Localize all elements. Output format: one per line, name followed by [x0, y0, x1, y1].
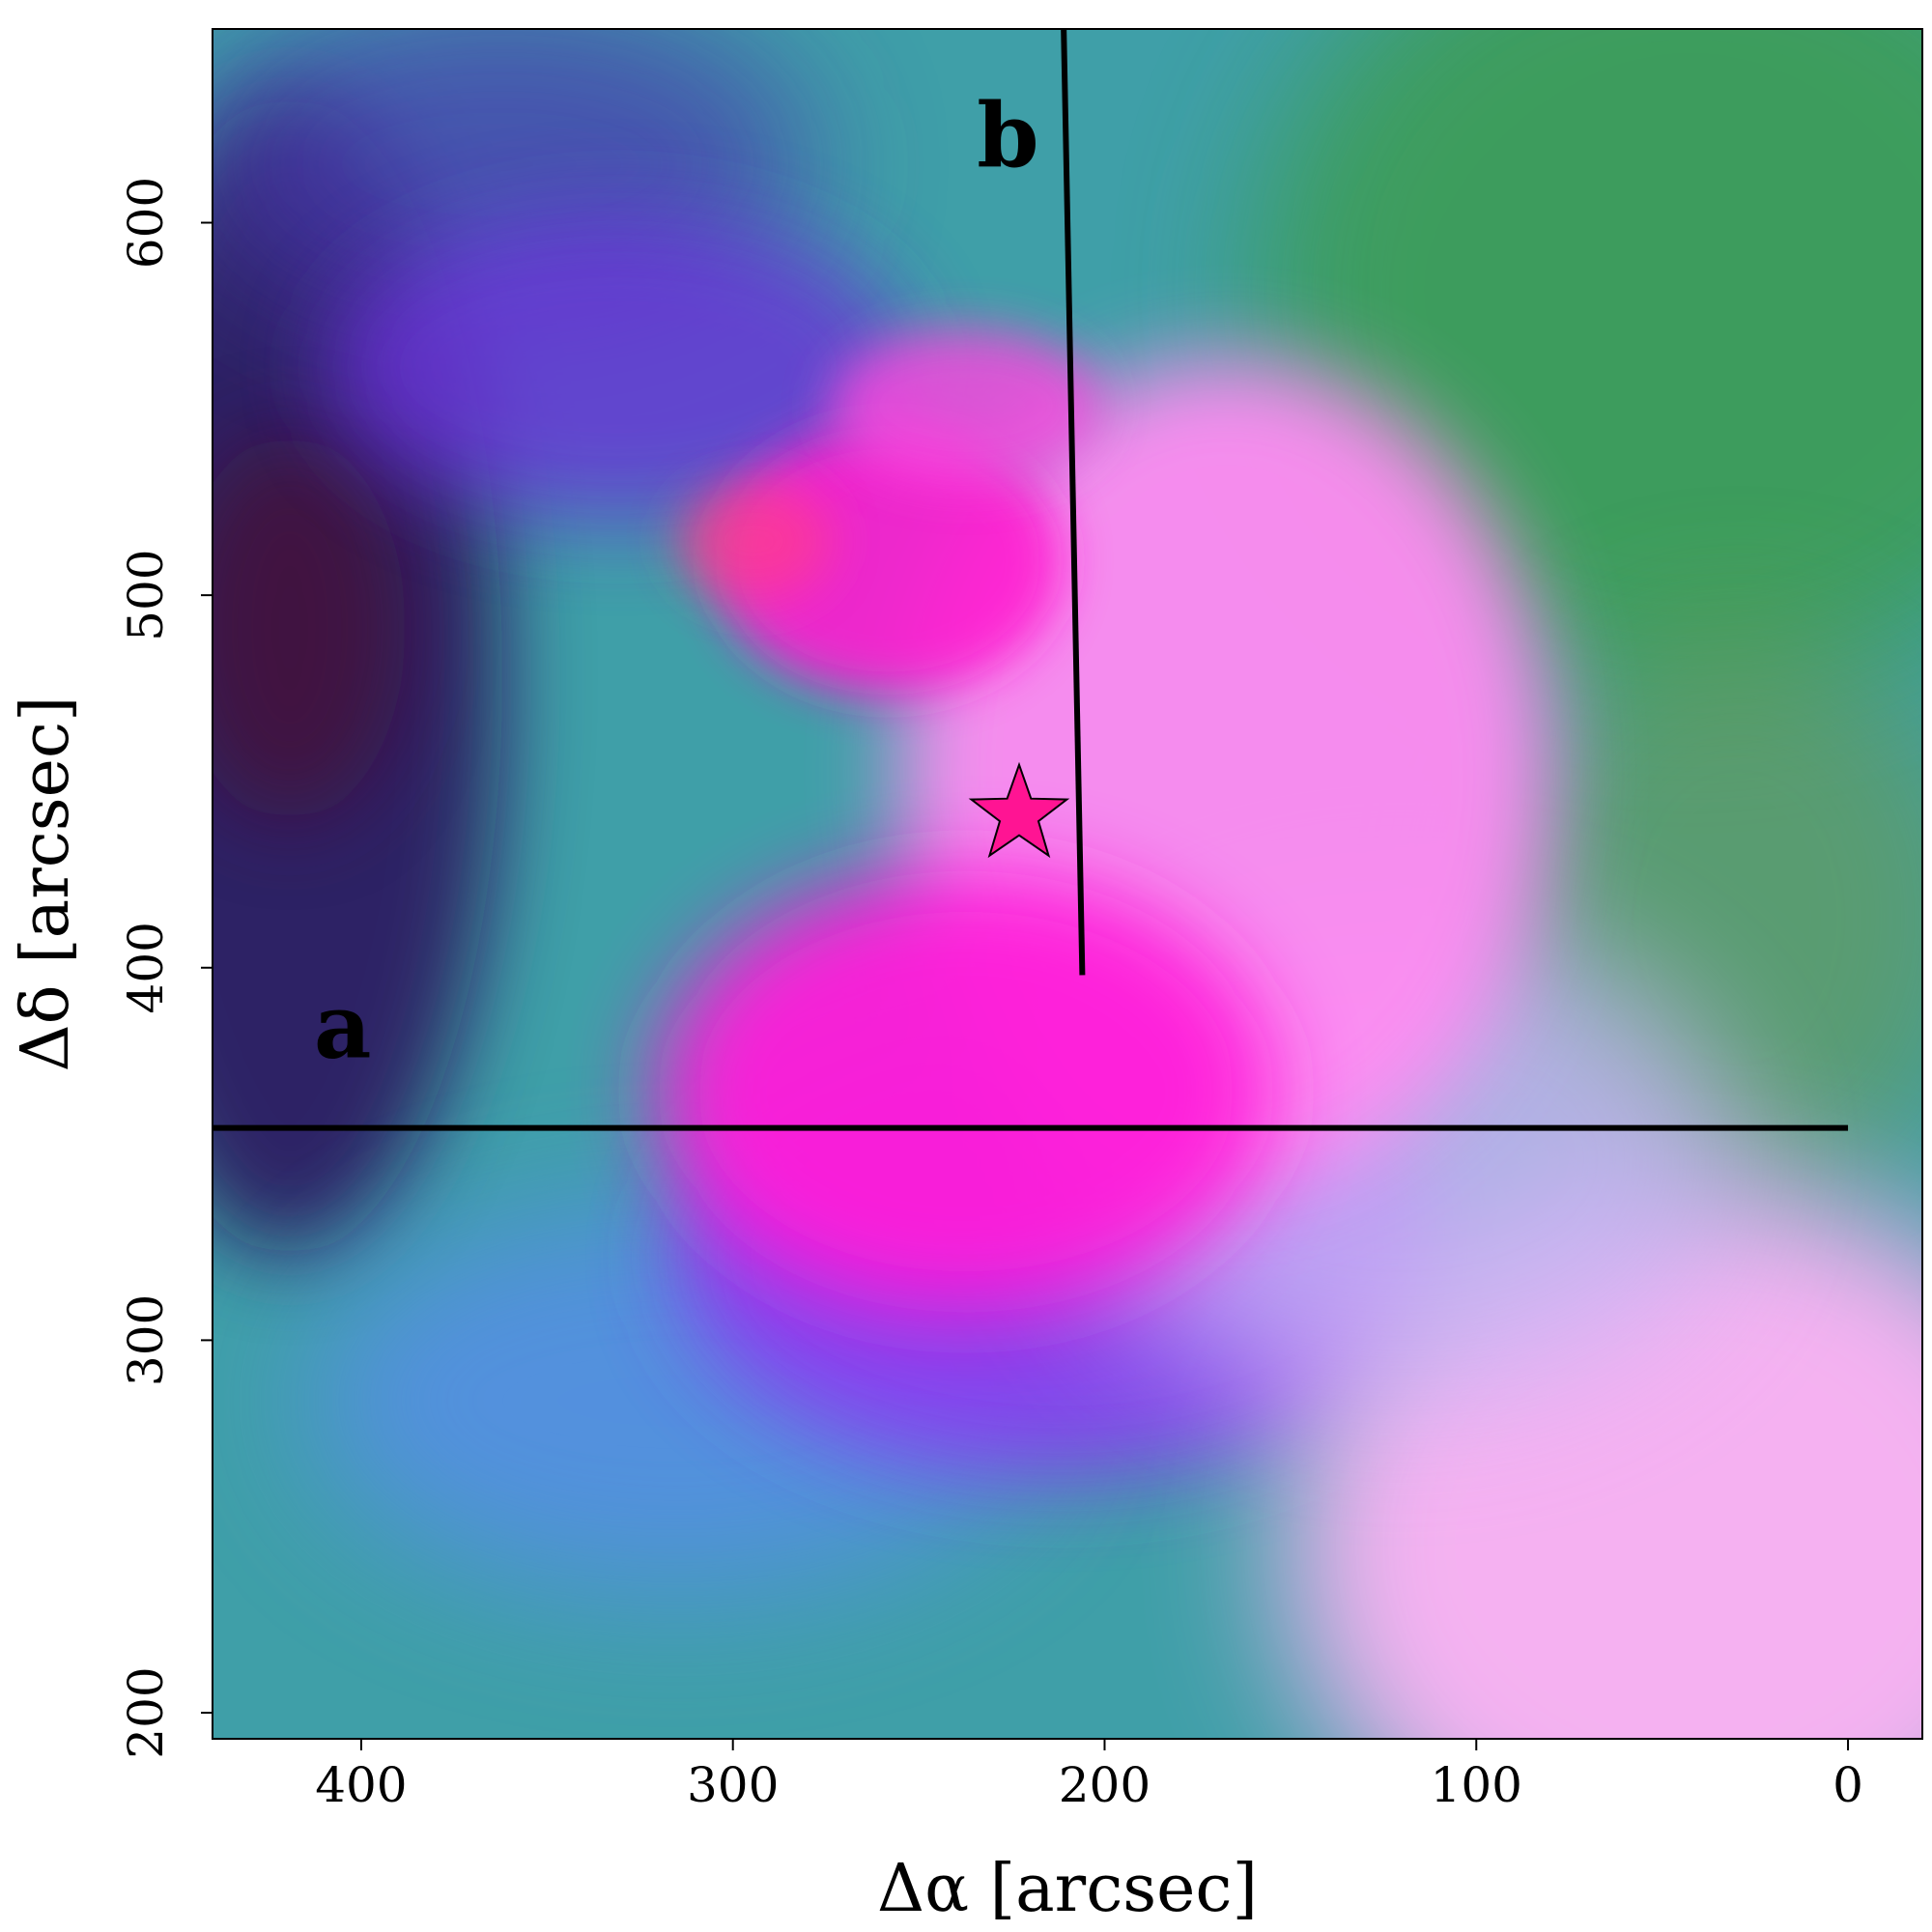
- y-tick-label: 300: [118, 1294, 174, 1386]
- cut-lines: ab: [213, 28, 1849, 1131]
- y-tick-label: 400: [118, 922, 174, 1013]
- cut-line-b: [1061, 28, 1086, 976]
- plot-frame: [212, 28, 1923, 1740]
- x-tick-label: 0: [1833, 1757, 1863, 1813]
- star-marker: [968, 761, 1070, 859]
- cut-label-a: a: [314, 974, 372, 1078]
- y-tick-label: 600: [118, 177, 174, 269]
- y-axis-title: Δδ [arcsec]: [8, 696, 84, 1071]
- false-color-nebula-image: [213, 29, 1922, 1739]
- y-axis-ticks: 200 300 400 500 600: [118, 177, 213, 1759]
- x-axis-ticks: 400 300 200 100 0: [315, 1739, 1863, 1813]
- marker-layer: [968, 761, 1070, 859]
- y-tick-label: 500: [118, 549, 174, 640]
- x-tick-label: 200: [1059, 1757, 1151, 1813]
- y-tick-label: 200: [118, 1666, 174, 1758]
- x-tick-label: 300: [687, 1757, 779, 1813]
- x-axis-title: Δα [arcsec]: [877, 1851, 1258, 1927]
- x-tick-label: 100: [1431, 1757, 1522, 1813]
- x-tick-label: 400: [315, 1757, 407, 1813]
- cut-label-b: b: [977, 84, 1038, 188]
